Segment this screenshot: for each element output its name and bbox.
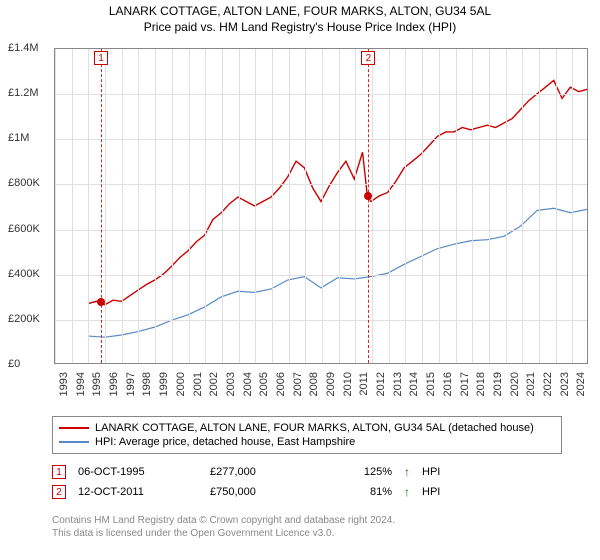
- sale-suffix-1: HPI: [422, 466, 440, 478]
- x-tick-label: 2016: [442, 372, 454, 396]
- x-tick-label: 2004: [242, 372, 254, 396]
- y-tick-label: £200K: [8, 313, 50, 325]
- sale-arrow-1-icon: ↑: [404, 465, 410, 479]
- x-tick-label: 2000: [175, 372, 187, 396]
- legend: LANARK COTTAGE, ALTON LANE, FOUR MARKS, …: [52, 416, 562, 454]
- sale-suffix-2: HPI: [422, 486, 440, 498]
- legend-label-property: LANARK COTTAGE, ALTON LANE, FOUR MARKS, …: [95, 422, 534, 434]
- x-tick-label: 2013: [392, 372, 404, 396]
- marker-line-2: [368, 49, 369, 363]
- marker-line-1: [101, 49, 102, 363]
- x-tick-label: 2024: [575, 372, 587, 396]
- y-tick-label: £1.2M: [8, 87, 50, 99]
- x-tick-label: 2008: [308, 372, 320, 396]
- x-tick-label: 2018: [475, 372, 487, 396]
- x-tick-label: 2020: [509, 372, 521, 396]
- footer: Contains HM Land Registry data © Crown c…: [52, 514, 562, 540]
- sale-marker-2: 2: [52, 485, 66, 499]
- marker-box-1: 1: [94, 51, 108, 65]
- sale-arrow-2-icon: ↑: [404, 485, 410, 499]
- x-tick-label: 2007: [292, 372, 304, 396]
- chart-container: LANARK COTTAGE, ALTON LANE, FOUR MARKS, …: [0, 0, 600, 560]
- x-tick-label: 2002: [208, 372, 220, 396]
- legend-row-property: LANARK COTTAGE, ALTON LANE, FOUR MARKS, …: [59, 421, 555, 435]
- x-tick-label: 1999: [158, 372, 170, 396]
- x-tick-label: 2014: [408, 372, 420, 396]
- sale-rows: 1 06-OCT-1995 £277,000 125% ↑ HPI 2 12-O…: [52, 462, 562, 502]
- x-tick-label: 2017: [459, 372, 471, 396]
- x-tick-label: 1996: [108, 372, 120, 396]
- x-tick-label: 1993: [58, 372, 70, 396]
- x-tick-label: 2019: [492, 372, 504, 396]
- legend-swatch-hpi: [59, 441, 89, 443]
- y-tick-label: £1.4M: [8, 42, 50, 54]
- line-svg: [55, 49, 587, 363]
- x-tick-label: 2015: [425, 372, 437, 396]
- x-tick-label: 2021: [525, 372, 537, 396]
- chart-area: £0£200K£400K£600K£800K£1M£1.2M£1.4M 12 1…: [8, 44, 592, 404]
- sale-date-2: 12-OCT-2011: [78, 486, 198, 498]
- x-tick-label: 2006: [275, 372, 287, 396]
- x-tick-label: 2022: [542, 372, 554, 396]
- marker-box-2: 2: [361, 51, 375, 65]
- sale-date-1: 06-OCT-1995: [78, 466, 198, 478]
- x-tick-label: 1994: [75, 372, 87, 396]
- plot-area: 12: [54, 48, 588, 364]
- x-tick-label: 1995: [91, 372, 103, 396]
- title-block: LANARK COTTAGE, ALTON LANE, FOUR MARKS, …: [0, 0, 600, 34]
- series-property: [88, 80, 587, 304]
- sale-marker-1: 1: [52, 465, 66, 479]
- x-tick-label: 2010: [342, 372, 354, 396]
- sale-price-1: £277,000: [210, 466, 310, 478]
- legend-label-hpi: HPI: Average price, detached house, East…: [95, 436, 355, 448]
- y-tick-label: £1M: [8, 132, 50, 144]
- sale-pct-1: 125%: [322, 466, 392, 478]
- footer-line-2: This data is licensed under the Open Gov…: [52, 527, 562, 540]
- sale-price-2: £750,000: [210, 486, 310, 498]
- x-tick-label: 2012: [375, 372, 387, 396]
- footer-line-1: Contains HM Land Registry data © Crown c…: [52, 514, 562, 527]
- x-tick-label: 2023: [559, 372, 571, 396]
- series-hpi: [88, 208, 587, 337]
- chart-subtitle: Price paid vs. HM Land Registry's House …: [0, 18, 600, 34]
- x-tick-label: 2003: [225, 372, 237, 396]
- chart-title: LANARK COTTAGE, ALTON LANE, FOUR MARKS, …: [0, 4, 600, 18]
- sale-pct-2: 81%: [322, 486, 392, 498]
- x-tick-label: 2011: [358, 372, 370, 396]
- x-tick-label: 2001: [192, 372, 204, 396]
- x-tick-label: 2005: [258, 372, 270, 396]
- y-tick-label: £800K: [8, 177, 50, 189]
- x-tick-label: 1998: [141, 372, 153, 396]
- marker-dot-2: [364, 192, 372, 200]
- legend-swatch-property: [59, 427, 89, 429]
- y-tick-label: £0: [8, 358, 50, 370]
- y-tick-label: £400K: [8, 268, 50, 280]
- sale-row-1: 1 06-OCT-1995 £277,000 125% ↑ HPI: [52, 462, 562, 482]
- legend-row-hpi: HPI: Average price, detached house, East…: [59, 435, 555, 449]
- marker-dot-1: [97, 298, 105, 306]
- x-tick-label: 2009: [325, 372, 337, 396]
- sale-row-2: 2 12-OCT-2011 £750,000 81% ↑ HPI: [52, 482, 562, 502]
- y-tick-label: £600K: [8, 223, 50, 235]
- x-tick-label: 1997: [125, 372, 137, 396]
